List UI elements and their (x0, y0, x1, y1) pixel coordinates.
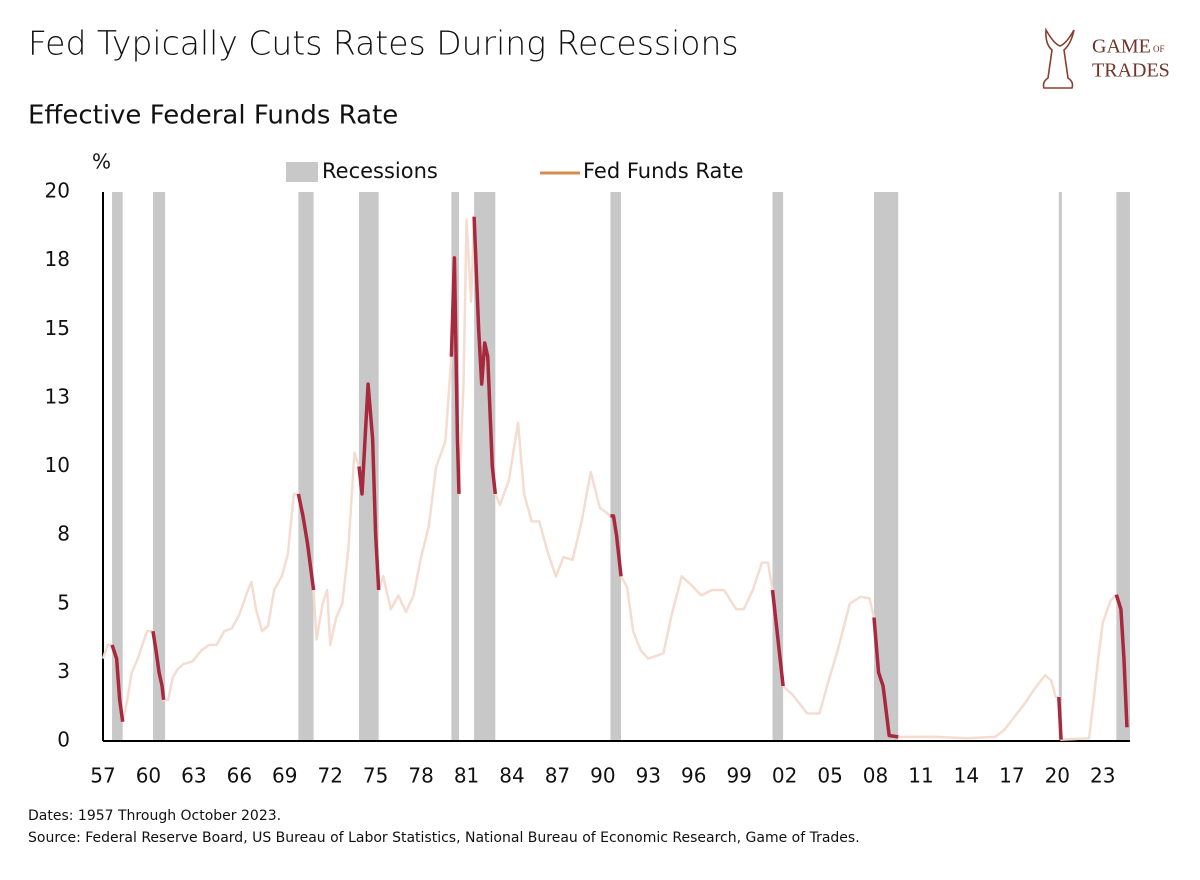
x-tick-label: 69 (272, 764, 297, 788)
x-tick-label: 14 (954, 764, 979, 788)
y-tick-label: 13 (45, 384, 70, 408)
x-tick-label: 90 (590, 764, 615, 788)
x-tick-label: 02 (772, 764, 797, 788)
logo-text: OF (1153, 44, 1165, 54)
x-tick-label: 81 (454, 764, 479, 788)
recession-rate-line (610, 514, 623, 577)
x-tick-label: 20 (1045, 764, 1070, 788)
recession-rate-line (296, 493, 316, 591)
recession-band (610, 192, 622, 741)
recession-rate-line (110, 644, 125, 723)
recession-rate-line (357, 382, 381, 591)
x-tick-label: 66 (227, 764, 252, 788)
recession-band (1058, 192, 1062, 741)
x-tick-label: 60 (136, 764, 161, 788)
recession-band (358, 192, 379, 741)
x-tick-label: 78 (408, 764, 433, 788)
x-tick-label: 96 (681, 764, 706, 788)
x-tick-label: 08 (863, 764, 888, 788)
y-tick-label: 3 (57, 659, 70, 683)
chart-title: Fed Typically Cuts Rates During Recessio… (28, 24, 739, 63)
recession-rate-line (872, 617, 899, 739)
x-tick-label: 72 (317, 764, 342, 788)
recession-rate-line (1057, 696, 1063, 740)
x-tick-label: 84 (499, 764, 524, 788)
recession-band (152, 192, 166, 741)
x-tick-label: 75 (363, 764, 388, 788)
x-tick-label: 23 (1090, 764, 1115, 788)
logo: GAME OF TRADES (1042, 27, 1170, 89)
recession-band (112, 192, 123, 741)
recession-band (298, 192, 314, 741)
y-tick-label: 5 (57, 590, 70, 614)
x-tick-label: 11 (908, 764, 933, 788)
x-tick-label: 57 (90, 764, 115, 788)
recession-rate-line (151, 630, 166, 701)
logo-text: TRADES (1092, 60, 1170, 82)
y-unit: % (92, 150, 111, 174)
recession-rate-line (770, 589, 785, 687)
y-tick-label: 18 (45, 247, 70, 271)
recession-rate-line (1114, 594, 1129, 728)
source: Source: Federal Reserve Board, US Bureau… (28, 830, 860, 846)
y-tick-label: 10 (45, 453, 70, 477)
chart-subtitle: Effective Federal Funds Rate (28, 101, 398, 131)
x-tick-label: 99 (726, 764, 751, 788)
recession-rate-line (472, 216, 498, 495)
x-tick-label: 93 (636, 764, 661, 788)
logo-icon (1042, 27, 1075, 89)
y-tick-label: 20 (45, 179, 70, 203)
y-tick-label: 15 (45, 316, 70, 340)
legend-swatch (286, 162, 318, 182)
legend-label: Recessions (322, 159, 438, 183)
footnote: Dates: 1957 Through October 2023. (28, 808, 281, 824)
x-tick-label: 87 (545, 764, 570, 788)
y-tick-label: 8 (57, 522, 70, 546)
legend-label: Fed Funds Rate (583, 159, 744, 183)
x-tick-label: 63 (181, 764, 206, 788)
recession-rate-line (449, 256, 461, 494)
x-tick-label: 17 (999, 764, 1024, 788)
recession-band (772, 192, 784, 741)
logo-text: GAME (1092, 36, 1151, 58)
recession-band (451, 192, 459, 741)
y-tick-label: 0 (57, 728, 70, 752)
x-tick-label: 05 (817, 764, 842, 788)
